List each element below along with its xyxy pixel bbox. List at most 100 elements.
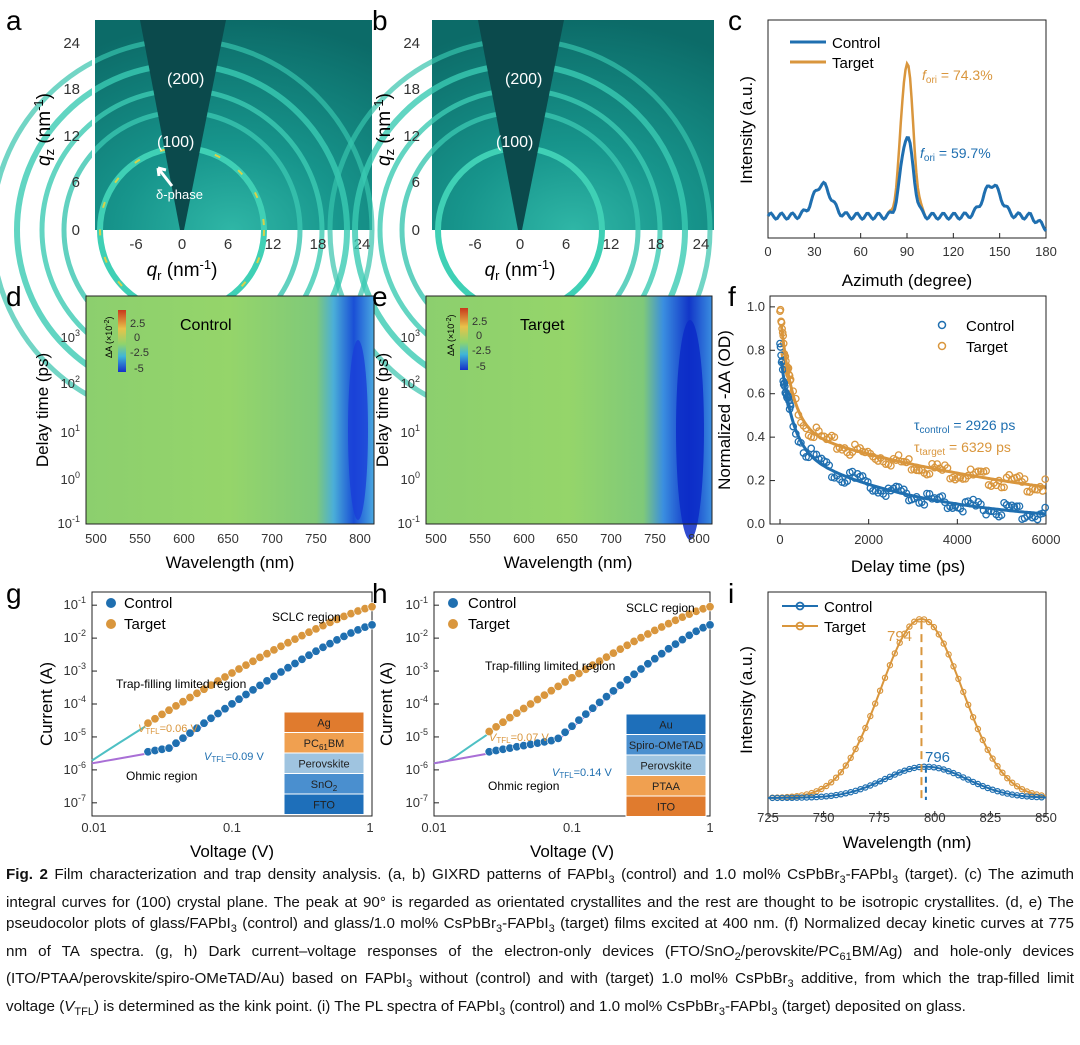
panel-label-e: e: [372, 281, 388, 312]
xlabel-i: Wavelength (nm): [843, 833, 972, 852]
ta-bleach-target: [676, 320, 704, 540]
data-point-target-f: [974, 467, 983, 476]
svg-text:-5: -5: [476, 361, 486, 373]
svg-text:0.01: 0.01: [81, 820, 106, 835]
caption-text: -FAPbI: [502, 915, 549, 933]
caption-text: Film characterization and trap density a…: [47, 866, 609, 883]
tick-label-i: 725: [757, 810, 779, 825]
data-point-control: [192, 723, 202, 733]
data-point-target-f: [1020, 475, 1029, 483]
data-point-target-f: [997, 483, 1006, 492]
annotation-tau-control: τcontrol = 2926 ps: [914, 417, 1015, 436]
legend-control-i: Control: [824, 599, 872, 616]
device-layer-label: FTO: [313, 800, 335, 812]
data-point-target: [567, 673, 577, 683]
tick-y-b: 6: [412, 174, 420, 191]
data-point-target-i: [837, 769, 845, 776]
panel-c: c 0 30 60 90 120 150 180 Azimuth (degree) Inte…: [728, 5, 1057, 290]
svg-text:0.1: 0.1: [223, 820, 241, 835]
tick-label: 10-7: [406, 793, 428, 810]
device-stack-g: Ag PC61BM Perovskite SnO2 FTO: [283, 711, 365, 815]
legend-target-c: Target: [832, 55, 875, 72]
panel-label-b: b: [372, 5, 388, 36]
data-point-control: [220, 704, 230, 714]
caption-text: 3: [608, 874, 615, 887]
data-point-target-i: [876, 687, 884, 694]
device-layer-label: PTAA: [652, 781, 681, 793]
gixrd-a-wedge: [140, 20, 226, 230]
data-point-control: [234, 694, 244, 704]
svg-text:500: 500: [85, 531, 107, 546]
caption-text: (control) and 1.0 mol% CsPbBr: [505, 998, 719, 1016]
tick-label-f: 0.8: [747, 342, 765, 357]
tick-label-c: 90: [900, 244, 914, 259]
tick-label: 10-1: [64, 595, 86, 612]
data-point-control: [248, 685, 258, 695]
data-point-target: [588, 660, 598, 670]
data-point-target: [608, 648, 618, 658]
data-point-target: [539, 690, 549, 700]
legend-target-i: Target: [824, 619, 867, 636]
svg-text:600: 600: [513, 531, 535, 546]
data-point-target-f: [894, 451, 903, 459]
plot-frame-f: [769, 295, 1047, 525]
data-point-target-i: [867, 712, 874, 720]
svg-text:700: 700: [600, 531, 622, 546]
data-point-target-i: [955, 675, 962, 683]
colorbar-d: [118, 310, 126, 372]
data-point-control: [650, 654, 660, 664]
caption-text: -FAPbI: [845, 866, 892, 883]
data-point-target: [248, 656, 258, 666]
device-layer-label: ITO: [657, 802, 676, 814]
xlabel-f: Delay time (ps): [851, 557, 965, 576]
data-point-control: [213, 708, 223, 718]
data-point-control: [325, 639, 335, 649]
legend-h: Control Target: [448, 595, 516, 633]
y-ticks-h: 10-7 10-6 10-5 10-4 10-3 10-2 10-1: [406, 595, 439, 810]
data-point-control: [601, 692, 611, 702]
data-point-control: [595, 697, 605, 707]
panel-f: f 0.0 0.2 0.4 0.6 0.8 1.0 0 2000 4000 6000 Delay…: [715, 281, 1060, 576]
tick-label: 10-4: [64, 694, 86, 711]
xlabel-c: Azimuth (degree): [842, 271, 972, 290]
legend-target-g: Target: [124, 616, 167, 633]
y-ticks-e: 10-1 100 101 102 103: [398, 328, 420, 531]
data-point-target: [505, 713, 515, 723]
data-point-target: [234, 664, 244, 674]
data-point-control: [622, 675, 632, 685]
data-point-target: [171, 701, 181, 711]
data-point-control: [199, 718, 209, 728]
caption-text: (target) films excited at 400 nm. (f) No…: [6, 915, 1074, 960]
data-point-control: [643, 659, 653, 669]
caption-text: (control) and glass/1.0 mol% CsPbBr: [236, 915, 497, 933]
data-point-target: [574, 668, 584, 678]
caption-text: additive, from which the trap-filled lim…: [6, 970, 1074, 1016]
svg-text:-2.5: -2.5: [130, 347, 149, 359]
data-point-target-i: [872, 700, 879, 707]
pl-curves-i: [767, 616, 1047, 802]
caption-text: (target). (c) The azimuth integral curve…: [6, 866, 1074, 933]
data-point-target-i: [935, 631, 943, 638]
svg-text:102: 102: [401, 374, 420, 391]
data-point-control: [276, 667, 286, 677]
caption-text: 3: [787, 978, 794, 991]
ylabel-h: Current (A): [377, 662, 396, 746]
data-point-control-f: [1041, 503, 1050, 512]
tick-label: 10-6: [406, 760, 428, 777]
colorbar-label-d: ΔA (×10-2): [104, 316, 114, 358]
xlabel-d: Wavelength (nm): [166, 553, 295, 572]
panel-i: i 725 750 775 800 825 850 Wavelength (nm) Int…: [728, 578, 1057, 852]
caption-text: 3: [548, 923, 555, 936]
x-ticks-e: 500 550 600 650 700 750 800: [425, 531, 710, 546]
xlabel-a: qr (nm-1): [147, 257, 218, 283]
data-point-target-i: [891, 650, 899, 657]
device-layer-label: SnO2: [311, 779, 338, 793]
data-point-control: [553, 733, 563, 743]
svg-text:2.5: 2.5: [472, 316, 487, 328]
svg-text:103: 103: [401, 328, 420, 345]
tick-label-c: 30: [807, 244, 821, 259]
caption-text: (target) deposited on glass.: [777, 998, 966, 1016]
tick-x-b: 12: [603, 236, 620, 253]
caption-text: 3: [496, 923, 503, 936]
data-point-target-i: [852, 745, 859, 753]
